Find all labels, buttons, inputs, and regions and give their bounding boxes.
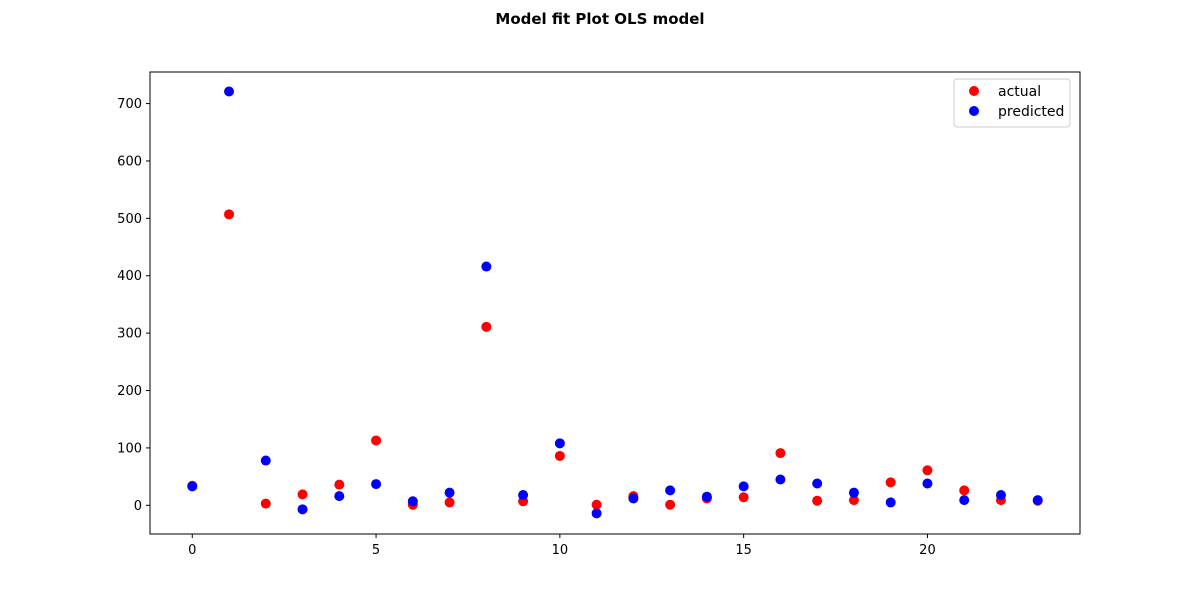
predicted-point	[665, 485, 676, 496]
series-actual	[187, 209, 1043, 510]
series-predicted	[187, 86, 1043, 519]
y-tick-label: 700	[117, 97, 142, 112]
predicted-point	[591, 508, 602, 519]
y-tick-label: 100	[117, 441, 142, 456]
actual-point	[444, 497, 455, 508]
predicted-point	[297, 504, 308, 515]
predicted-point	[701, 491, 712, 502]
actual-point	[959, 485, 970, 496]
predicted-point	[224, 86, 235, 97]
predicted-point	[775, 474, 786, 485]
y-tick-label: 400	[117, 269, 142, 284]
y-tick-label: 200	[117, 384, 142, 399]
predicted-point	[481, 261, 492, 272]
actual-point	[297, 489, 308, 500]
predicted-point	[848, 487, 859, 498]
predicted-point	[738, 481, 749, 492]
x-tick-label: 15	[735, 543, 752, 558]
legend-label-actual: actual	[998, 84, 1041, 100]
predicted-point	[1032, 495, 1043, 506]
predicted-point	[885, 497, 896, 508]
y-tick-label: 600	[117, 154, 142, 169]
predicted-point	[371, 479, 382, 490]
y-tick-label: 0	[134, 499, 142, 514]
actual-point	[738, 492, 749, 503]
actual-point	[922, 465, 933, 476]
legend-label-predicted: predicted	[998, 104, 1064, 120]
x-tick-label: 0	[188, 543, 196, 558]
actual-point	[812, 495, 823, 506]
y-tick-label: 300	[117, 327, 142, 342]
x-tick-label: 10	[552, 543, 569, 558]
actual-point	[260, 498, 271, 509]
predicted-point	[812, 478, 823, 489]
predicted-point	[554, 438, 565, 449]
x-tick-label: 20	[919, 543, 936, 558]
actual-point	[885, 477, 896, 488]
actual-point	[371, 435, 382, 446]
chart-title: Model fit Plot OLS model	[495, 10, 704, 28]
x-axis: 0 5 10 15 20	[188, 534, 936, 558]
predicted-point	[518, 489, 529, 500]
legend: actual predicted	[953, 78, 1071, 128]
predicted-point	[959, 495, 970, 506]
predicted-point	[995, 489, 1006, 500]
x-tick-label: 5	[372, 543, 380, 558]
actual-point	[775, 448, 786, 459]
actual-point	[481, 321, 492, 332]
predicted-point	[334, 491, 345, 502]
predicted-point	[187, 481, 198, 492]
actual-point	[591, 499, 602, 510]
legend-box	[953, 78, 1071, 128]
y-tick-label: 500	[117, 212, 142, 227]
actual-point	[554, 450, 565, 461]
legend-marker-actual	[969, 86, 979, 96]
actual-point	[848, 495, 859, 506]
points-layer	[187, 86, 1043, 519]
actual-point	[665, 499, 676, 510]
legend-marker-predicted	[969, 106, 979, 116]
predicted-point	[260, 455, 271, 466]
actual-point	[334, 479, 345, 490]
predicted-point	[628, 493, 639, 504]
predicted-point	[407, 496, 418, 507]
predicted-point	[922, 478, 933, 489]
plot-area-frame	[149, 71, 1081, 535]
actual-point	[224, 209, 235, 220]
predicted-point	[444, 487, 455, 498]
y-axis: 0 100 200 300 400 500 600 700	[117, 97, 150, 514]
